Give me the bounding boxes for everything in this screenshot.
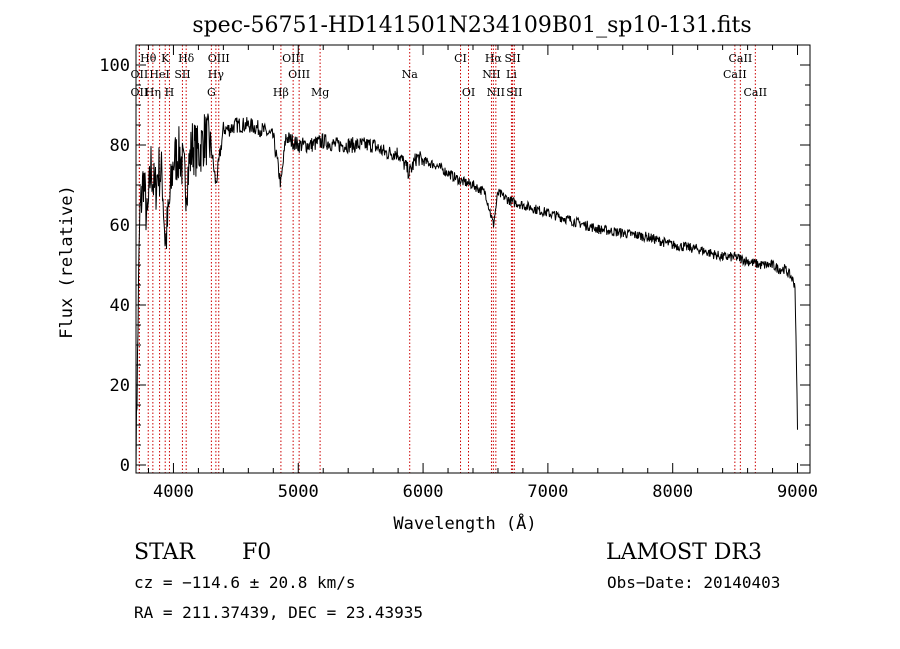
- object-class: STAR: [134, 540, 195, 565]
- spectral-line-label: Na: [402, 68, 419, 81]
- spectral-line-label: OIII: [288, 68, 310, 81]
- spectral-line-label: CaII: [743, 86, 767, 99]
- spectral-line-label: OI: [462, 86, 475, 99]
- spectral-line-label: OIII: [208, 52, 230, 65]
- spectral-line-label: SII: [506, 86, 522, 99]
- spectral-line-label: K: [161, 52, 170, 65]
- spectral-line-label: SII: [504, 52, 520, 65]
- plot-frame: [135, 44, 811, 474]
- y-axis-label: Flux (relative): [57, 185, 77, 339]
- y-tick-label: 60: [110, 216, 130, 236]
- spectral-line-label: OII: [131, 86, 149, 99]
- y-tick-label: 100: [99, 56, 130, 76]
- spectral-line-label: NII: [482, 68, 500, 81]
- spectral-line-label: Li: [506, 68, 517, 81]
- spectral-line-label: Hβ: [273, 86, 289, 99]
- spectral-line-label: Hθ: [140, 52, 157, 65]
- x-tick-label: 6000: [403, 482, 444, 502]
- y-tick-label: 0: [120, 456, 130, 476]
- spectral-line-label: SII: [174, 68, 190, 81]
- x-tick-label: 4000: [153, 482, 194, 502]
- spectral-line-label: HeI: [149, 68, 169, 81]
- spectral-line-label: Hη: [145, 86, 161, 99]
- spectral-line-label: Hγ: [208, 68, 225, 81]
- x-tick-label: 5000: [278, 482, 319, 502]
- spectral-line-label: Mg: [311, 86, 329, 99]
- x-tick-label: 8000: [652, 482, 693, 502]
- chart-title: spec-56751-HD141501N234109B01_sp10-131.f…: [192, 13, 751, 38]
- spectral-line-label: Hδ: [178, 52, 195, 65]
- x-axis-label: Wavelength (Å): [393, 512, 536, 534]
- spectrum-trace: [135, 113, 798, 474]
- spectral-line-label: CaII: [723, 68, 747, 81]
- y-tick-label: 80: [110, 136, 130, 156]
- spectral-line-label: OIII: [282, 52, 304, 65]
- redshift-value: cz = −114.6 ± 20.8 km/s: [134, 573, 356, 592]
- y-tick-label: 40: [110, 296, 130, 316]
- spectral-line-label: G: [207, 86, 216, 99]
- spectral-line-label: CI: [454, 52, 467, 65]
- coordinates: RA = 211.37439, DEC = 23.43935: [134, 603, 423, 622]
- object-subclass: F0: [242, 540, 272, 565]
- x-tick-label: 9000: [777, 482, 818, 502]
- survey-name: LAMOST DR3: [606, 540, 762, 565]
- spectral-line-label: H: [165, 86, 175, 99]
- x-tick-label: 7000: [527, 482, 568, 502]
- y-tick-label: 20: [110, 376, 130, 396]
- spectral-line-label: Hα: [485, 52, 503, 65]
- spectral-line-label: CaII: [729, 52, 753, 65]
- observation-date: Obs−Date: 20140403: [607, 573, 781, 592]
- spectral-line-label: NII: [487, 86, 505, 99]
